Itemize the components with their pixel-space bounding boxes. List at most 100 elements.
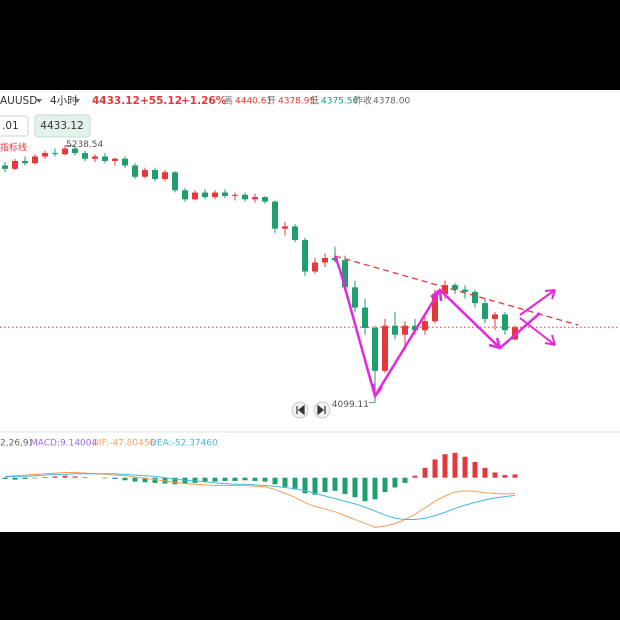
price-change: +55.12 <box>140 95 182 107</box>
candle-body <box>362 307 368 328</box>
macd-bar <box>72 476 78 478</box>
candle-body <box>182 190 188 200</box>
macd-bar <box>392 477 398 488</box>
candle-body <box>172 172 178 191</box>
candle-body <box>342 260 348 288</box>
candle-body <box>322 258 328 263</box>
candle-body <box>32 156 38 164</box>
macd-bar <box>32 477 38 479</box>
high-label: 高 <box>224 95 233 107</box>
price-box[interactable] <box>34 114 91 138</box>
step-value[interactable]: .01 <box>2 120 19 132</box>
candle-body <box>202 192 208 198</box>
dropdown-icon[interactable] <box>74 99 80 103</box>
candle-body <box>192 192 198 200</box>
macd-bar <box>322 477 328 493</box>
macd-bar <box>462 456 468 478</box>
open-label: 开 <box>267 96 276 107</box>
candle-body <box>142 169 148 177</box>
candle-body <box>392 325 398 335</box>
macd-bar <box>312 477 318 495</box>
step-box[interactable] <box>0 115 29 137</box>
macd-bar <box>12 477 18 480</box>
max-label: 5238.54 <box>66 140 103 150</box>
interval[interactable]: 4小时 <box>50 95 78 107</box>
macd-label: MACD:9.14004 <box>30 439 98 449</box>
candle-body <box>22 160 28 164</box>
macd-bar <box>62 475 68 478</box>
candle-body <box>62 148 68 155</box>
candle-body <box>292 226 298 240</box>
candle-body <box>412 325 418 331</box>
candle-body <box>132 165 138 177</box>
macd-bar <box>412 475 418 478</box>
macd-bar <box>102 477 108 479</box>
candle-body <box>492 314 498 319</box>
price-box-value[interactable]: 4433.12 <box>40 120 83 132</box>
macd-bar <box>152 477 158 483</box>
candle-body <box>262 197 268 202</box>
candle-body <box>472 291 478 304</box>
macd-bar <box>452 452 458 478</box>
candle-body <box>452 285 458 290</box>
candle-body <box>12 160 18 169</box>
candle-body <box>42 153 48 157</box>
candle-body <box>52 153 58 155</box>
macd-bar <box>22 477 28 479</box>
macd-bar <box>282 477 288 487</box>
candle-body <box>72 148 78 154</box>
candle-body <box>122 158 128 166</box>
candle-body <box>502 314 508 331</box>
price-change-pct: +1.26% <box>181 95 227 107</box>
candle-body <box>372 327 378 371</box>
candle-body <box>282 226 288 229</box>
macd-bar <box>292 477 298 490</box>
symbol[interactable]: AUUSD <box>0 95 37 107</box>
macd-bar <box>492 472 498 478</box>
macd-bar <box>172 477 178 485</box>
candle-body <box>382 325 388 371</box>
candle-body <box>212 192 218 198</box>
candle-body <box>232 194 238 196</box>
candle-body <box>302 239 308 272</box>
plot-area: 5238.54 4099.11 <box>0 140 620 528</box>
macd-bar <box>502 475 508 478</box>
prev-icon[interactable] <box>296 404 305 416</box>
candle-body <box>482 303 488 319</box>
macd-bar <box>422 467 428 478</box>
macd-bar <box>212 477 218 482</box>
macd-bar <box>132 477 138 482</box>
candle-body <box>402 325 408 335</box>
low-value: 4375.56 <box>321 97 358 107</box>
high-value: 4440.61 <box>235 97 272 107</box>
last-price: 4433.12 <box>92 95 140 107</box>
macd-bar <box>232 477 238 481</box>
macd-bar <box>402 477 408 483</box>
macd-bar <box>192 477 198 483</box>
dif-label: DIF:-47.80458 <box>92 439 156 449</box>
candle-body <box>102 156 108 161</box>
candle-body <box>92 156 98 159</box>
macd-bar <box>262 477 268 482</box>
candle-body <box>222 192 228 196</box>
macd-bar <box>202 477 208 483</box>
macd-bar <box>52 476 58 478</box>
next-icon[interactable] <box>317 404 326 416</box>
macd-bar <box>332 477 338 491</box>
candle-body <box>422 321 428 331</box>
candle-body <box>82 153 88 159</box>
candle-body <box>162 172 168 180</box>
macd-bar <box>372 477 378 500</box>
macd-bar <box>272 477 278 485</box>
candle-body <box>252 197 258 200</box>
macd-bar <box>112 477 118 479</box>
macd-bar <box>122 477 128 481</box>
projection-arrows <box>519 289 556 346</box>
macd-bar <box>2 477 8 479</box>
prev-close-value: 4378.00 <box>373 97 410 107</box>
dropdown-icon[interactable] <box>36 99 42 103</box>
wave-arrows <box>371 289 502 397</box>
macd-bar <box>482 467 488 478</box>
dea-line <box>4 473 516 521</box>
